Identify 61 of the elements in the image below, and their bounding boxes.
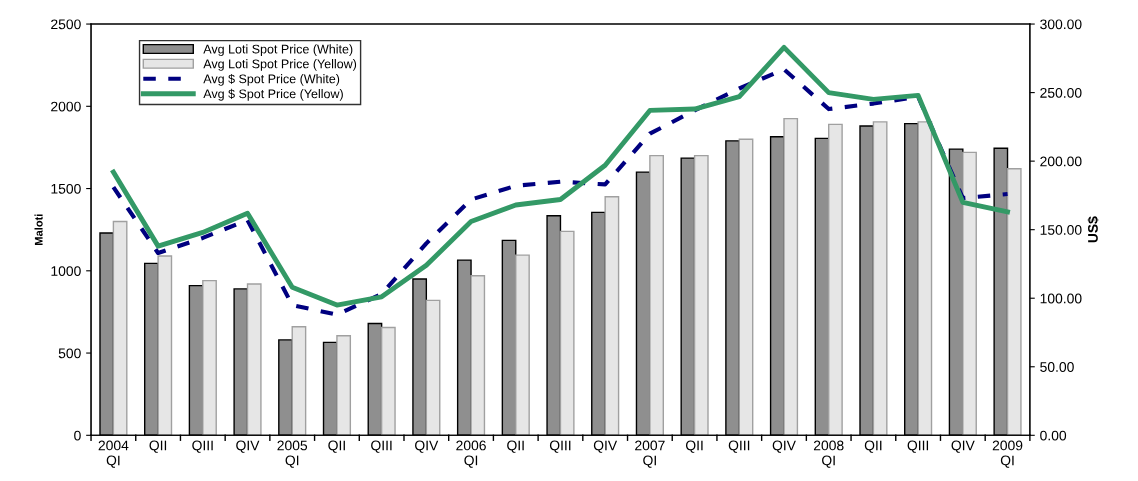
x-tick-label: QIII: [371, 440, 392, 453]
y-tick-label: 1000: [51, 266, 81, 276]
bar: [291, 326, 307, 436]
bar: [1006, 168, 1022, 436]
y-tick-label: 0: [74, 430, 81, 441]
x-tick-label: QIV: [951, 440, 975, 453]
bar: [515, 254, 530, 436]
x-tick-label: 2008 QI: [813, 440, 844, 468]
x-tick-label: 2007 QI: [635, 440, 665, 468]
y2-tick-label: 50.00: [1040, 362, 1074, 372]
x-tick-label: QII: [328, 440, 345, 453]
bar: [872, 121, 888, 436]
y-tick-label: 500: [58, 348, 81, 359]
bar: [112, 220, 128, 436]
bar: [783, 117, 799, 436]
bar: [738, 138, 754, 436]
bar: [470, 275, 486, 436]
legend-label: Avg Loti Spot Price (White): [203, 44, 353, 56]
y-axis-title: Maloti: [34, 214, 43, 245]
x-tick-label: QII: [685, 440, 703, 453]
y2-tick-label: 100.00: [1040, 293, 1082, 304]
bar: [693, 154, 709, 436]
bar: [828, 123, 843, 436]
y-tick-label: 1500: [51, 183, 81, 194]
bar: [425, 299, 441, 436]
x-tick-label: QII: [864, 440, 882, 453]
bar: [246, 283, 262, 436]
bar: [649, 154, 664, 436]
x-tick-label: 2009 QI: [992, 440, 1023, 468]
x-tick-label: QIV: [593, 440, 618, 453]
bar: [380, 326, 396, 436]
y2-tick-label: 0.00: [1040, 430, 1067, 441]
x-tick-label: QIII: [728, 440, 750, 453]
x-tick-label: 2006 QI: [456, 440, 486, 468]
x-tick-label: QIII: [907, 440, 929, 453]
x-tick-label: QIV: [415, 440, 439, 453]
x-tick-label: 2004 QI: [98, 440, 129, 468]
y2-axis-title: US$: [1087, 216, 1099, 243]
bar: [559, 230, 575, 436]
bar: [157, 255, 173, 436]
legend-label: Avg Loti Spot Price (Yellow): [203, 59, 357, 71]
bar: [604, 196, 620, 436]
bar: [202, 279, 217, 436]
x-tick-label: QIV: [236, 440, 260, 453]
bar: [917, 121, 933, 436]
y2-tick-label: 250.00: [1040, 87, 1082, 98]
legend-label: Avg $ Spot Price (Yellow): [203, 88, 343, 101]
y2-tick-label: 150.00: [1040, 225, 1082, 235]
y-tick-label: 2000: [51, 101, 81, 112]
x-tick-label: QIII: [549, 440, 571, 453]
legend-label: Avg $ Spot Price (White): [203, 73, 340, 86]
x-tick-label: QII: [149, 440, 167, 453]
bar: [336, 335, 352, 436]
x-tick-label: QIV: [772, 440, 796, 453]
x-tick-label: 2005 QI: [277, 440, 308, 468]
bar: [962, 151, 977, 436]
y-tick-label: 2500: [51, 19, 81, 30]
x-tick-label: QII: [507, 440, 524, 453]
x-tick-label: QIII: [192, 440, 213, 453]
y2-tick-label: 200.00: [1040, 156, 1082, 167]
y2-tick-label: 300.00: [1040, 19, 1082, 30]
